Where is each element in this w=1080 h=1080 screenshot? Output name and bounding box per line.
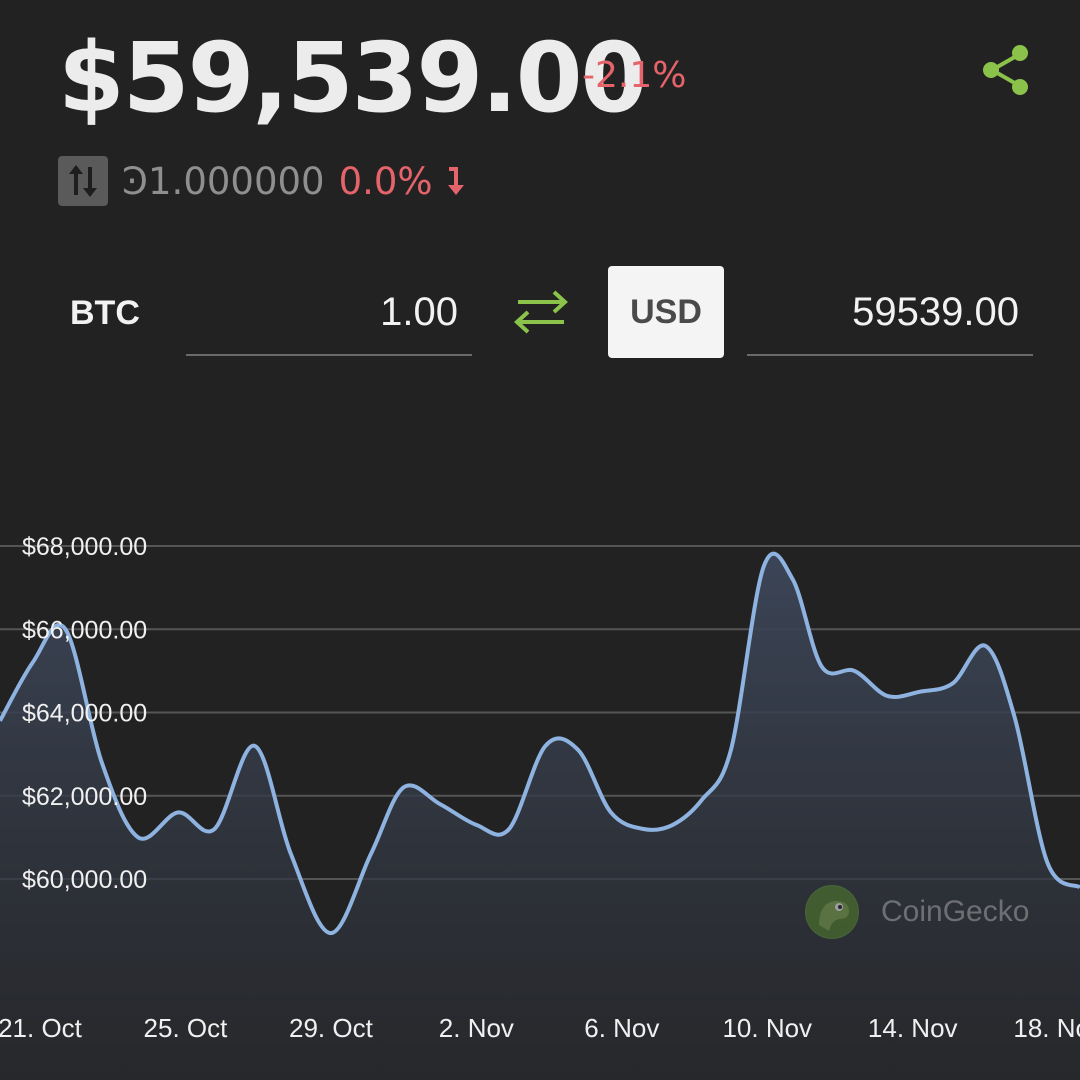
- x-axis-tick-label: 14. Nov: [868, 1013, 958, 1043]
- swap-horizontal-icon[interactable]: [512, 288, 570, 336]
- x-axis-tick-label: 2. Nov: [439, 1013, 514, 1043]
- y-axis-tick-label: $68,000.00: [22, 533, 147, 561]
- x-axis-tick-label: 10. Nov: [722, 1013, 812, 1043]
- x-axis-tick-label: 6. Nov: [584, 1013, 659, 1043]
- coingecko-logo: [805, 885, 859, 939]
- y-axis-tick-label: $62,000.00: [22, 783, 147, 811]
- coingecko-watermark: CoinGecko: [805, 884, 1029, 940]
- from-currency-label: BTC: [70, 294, 140, 332]
- to-currency-button[interactable]: USD: [608, 266, 724, 358]
- price-area-fill: [0, 553, 1080, 1080]
- share-icon[interactable]: [978, 42, 1034, 98]
- watermark-text: CoinGecko: [881, 895, 1030, 928]
- btc-equivalent-row: Ͽ1.000000 0.0%: [58, 156, 465, 206]
- y-axis-tick-label: $66,000.00: [22, 616, 147, 644]
- x-axis-tick-label: 18. Nov: [1013, 1013, 1080, 1043]
- swap-vertical-icon[interactable]: [58, 156, 108, 206]
- from-amount-input[interactable]: 1.00: [186, 270, 472, 356]
- x-axis-tick-label: 25. Oct: [144, 1013, 229, 1043]
- x-axis-tick-label: 21. Oct: [0, 1013, 83, 1043]
- price-change-percent: -2.1%: [582, 55, 687, 96]
- btc-amount: Ͽ1.000000: [122, 159, 325, 203]
- y-axis-tick-label: $64,000.00: [22, 700, 147, 728]
- to-amount-input[interactable]: 59539.00: [747, 270, 1033, 356]
- x-axis-tick-label: 29. Oct: [289, 1013, 374, 1043]
- btc-change-percent: 0.0%: [338, 159, 433, 203]
- down-arrow-icon: [445, 166, 465, 196]
- y-axis-tick-label: $60,000.00: [22, 866, 147, 894]
- current-price: $59,539.00: [58, 22, 647, 134]
- price-line: [0, 551, 1080, 936]
